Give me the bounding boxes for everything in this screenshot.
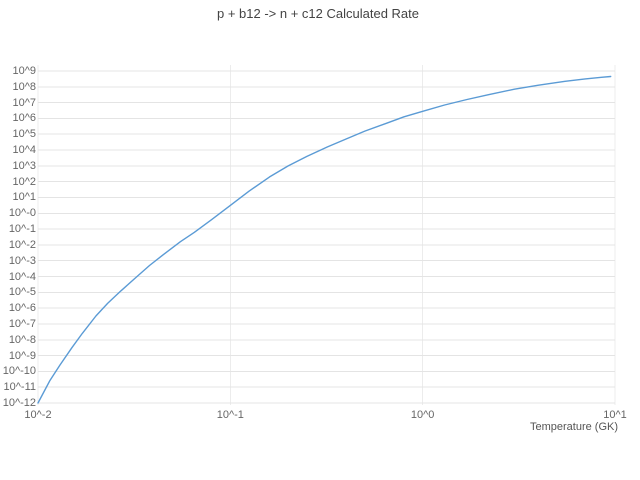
x-tick-label: 10^1 <box>603 409 627 421</box>
y-tick-label: 10^-12 <box>2 397 36 409</box>
y-tick-label: 10^-8 <box>8 333 36 346</box>
y-tick-label: 10^5 <box>12 128 36 141</box>
y-tick-label: 10^-1 <box>8 223 36 236</box>
y-tick-label: 10^7 <box>12 96 36 109</box>
y-tick-label: 10^-6 <box>8 302 36 315</box>
y-tick-label: 10^-11 <box>3 381 36 394</box>
y-tick-label: 10^-7 <box>8 317 36 330</box>
y-tick-label: 10^2 <box>12 175 36 188</box>
y-tick-label: 10^-5 <box>8 286 36 299</box>
y-tick-label: 10^4 <box>12 144 36 157</box>
x-tick-label: 10^-1 <box>216 409 244 421</box>
y-tick-label: 10^-3 <box>8 254 36 267</box>
y-tick-label: 10^-2 <box>8 238 36 251</box>
y-tick-label: 10^-0 <box>8 207 36 220</box>
y-tick-label: 10^1 <box>12 191 36 204</box>
chart-title: p + b12 -> n + c12 Calculated Rate <box>217 6 419 21</box>
rate-line <box>37 75 612 404</box>
x-tick-label: 10^-2 <box>24 409 52 421</box>
y-tick-label: 10^3 <box>12 159 36 172</box>
x-tick-label: 10^0 <box>410 409 435 421</box>
y-tick-label: 10^9 <box>12 65 36 77</box>
y-tick-label: 10^-9 <box>8 349 36 362</box>
y-tick-label: 10^6 <box>12 112 36 125</box>
y-tick-label: 10^-4 <box>8 270 36 283</box>
x-axis-title: Temperature (GK) <box>529 421 618 433</box>
y-tick-label: 10^8 <box>12 80 36 93</box>
y-tick-label: 10^-10 <box>2 365 36 378</box>
